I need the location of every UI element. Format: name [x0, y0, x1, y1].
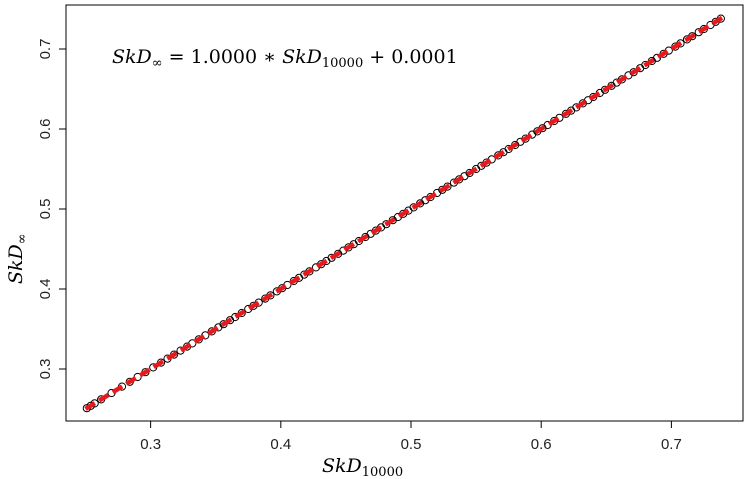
y-tick-label: 0.7 — [37, 39, 54, 60]
y-axis: 0.3 0.4 0.5 0.6 0.7 — [37, 39, 66, 380]
eq-lhs-base: SkD — [112, 46, 152, 68]
plot-frame — [65, 4, 744, 422]
y-axis-label: SkD∞ — [5, 233, 30, 284]
y-tick-label: 0.6 — [37, 119, 54, 140]
x-tick-label: 0.4 — [270, 436, 291, 453]
x-tick-label: 0.7 — [661, 436, 682, 453]
x-label-base: SkD — [322, 455, 362, 477]
y-tick-label: 0.5 — [37, 199, 54, 220]
x-tick-label: 0.3 — [140, 436, 161, 453]
fit-equation: SkD∞ = 1.0000 ∗ SkD10000 + 0.0001 — [112, 46, 458, 71]
x-tick-label: 0.6 — [531, 436, 552, 453]
y-label-base: SkD — [5, 244, 27, 284]
x-label-sub: 10000 — [362, 465, 403, 479]
y-label-sub: ∞ — [15, 233, 30, 244]
eq-rhs-sub: 10000 — [322, 56, 363, 71]
y-tick-label: 0.3 — [37, 359, 54, 380]
x-axis-label: SkD10000 — [322, 455, 403, 479]
fit-line — [84, 15, 725, 411]
eq-rhs-base: SkD — [282, 46, 322, 68]
eq-rhs-prefix: = 1.0000 ∗ — [163, 46, 282, 68]
eq-rhs-suffix: + 0.0001 — [363, 46, 457, 68]
eq-lhs-sub: ∞ — [152, 56, 163, 71]
y-tick-label: 0.4 — [37, 279, 54, 300]
x-axis: 0.3 0.4 0.5 0.6 0.7 — [140, 421, 682, 453]
fit-line-layer — [84, 15, 725, 411]
x-tick-label: 0.5 — [401, 436, 422, 453]
